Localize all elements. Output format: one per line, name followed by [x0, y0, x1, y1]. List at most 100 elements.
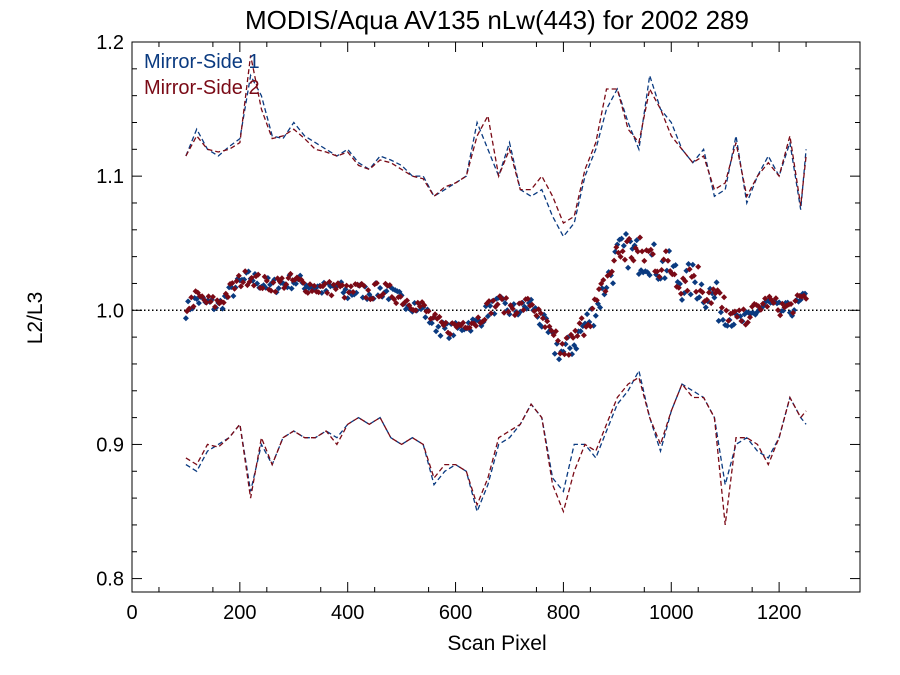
- series-2-point: [190, 303, 197, 310]
- series-2-point: [212, 303, 218, 310]
- series-1-point: [566, 345, 573, 352]
- series-2-point: [548, 327, 555, 334]
- series-2-point: [345, 289, 352, 296]
- series-2-point: [412, 307, 419, 314]
- series-1-upper-line: [185, 73, 807, 238]
- series-2-point: [285, 275, 292, 281]
- series-2-point: [473, 322, 479, 329]
- series-2-point: [261, 273, 268, 280]
- x-tick-label: 1200: [757, 602, 802, 624]
- series-2-point: [637, 234, 643, 241]
- series-2-point: [246, 278, 253, 285]
- series-1-point: [692, 279, 698, 286]
- series-2-point: [209, 293, 216, 300]
- series-2-point: [723, 307, 730, 314]
- series-2-point: [647, 246, 654, 253]
- series-2-point: [233, 278, 240, 285]
- series-2-point: [531, 308, 538, 315]
- series-2-point: [514, 309, 520, 316]
- series-2-point: [665, 257, 671, 264]
- series-2-point: [699, 289, 706, 296]
- series-2-point: [574, 333, 581, 339]
- series-2-point: [225, 294, 231, 300]
- series-2-point: [326, 278, 333, 285]
- series-2-point: [235, 272, 242, 279]
- series-2-point: [736, 307, 743, 314]
- series-2-point: [539, 315, 546, 322]
- series-2-point: [442, 319, 449, 326]
- series-2-point: [544, 318, 551, 325]
- series-2-point: [421, 302, 428, 309]
- series-2-point: [447, 331, 454, 338]
- series-2-point: [658, 267, 665, 273]
- series-2-point: [682, 278, 689, 285]
- series-1-point: [618, 235, 625, 242]
- series-2-point: [686, 266, 693, 273]
- series-2-point: [777, 312, 784, 319]
- series-2-point: [630, 257, 637, 264]
- series-2-point: [432, 311, 439, 318]
- series-1-point: [696, 294, 703, 301]
- series-2-point: [207, 298, 214, 305]
- series-1-point: [219, 305, 226, 312]
- series-2-point: [250, 282, 257, 289]
- series-2-point: [792, 297, 799, 304]
- series-2-point: [734, 313, 740, 320]
- series-1-point: [597, 304, 604, 311]
- series-2-point: [537, 310, 544, 317]
- series-2-point: [762, 295, 769, 302]
- series-2-point: [675, 284, 682, 291]
- series-2-point: [300, 279, 307, 286]
- series-1-point: [687, 291, 694, 298]
- series-2-point: [788, 301, 794, 307]
- series-2-point: [339, 282, 346, 289]
- series-2-point: [272, 288, 279, 295]
- series-2-point: [466, 324, 473, 331]
- series-2-point: [593, 297, 600, 304]
- series-2-point: [365, 287, 372, 294]
- x-tick-label: 200: [223, 602, 256, 624]
- series-2-point: [397, 293, 404, 300]
- series-2-point: [324, 289, 331, 296]
- series-1-point: [245, 268, 252, 275]
- series-2-point: [220, 299, 227, 306]
- series-1-point: [717, 309, 724, 316]
- series-1-point: [689, 261, 696, 268]
- chart-title: MODIS/Aqua AV135 nLw(443) for 2002 289: [245, 5, 749, 35]
- series-1-point: [195, 300, 202, 307]
- series-1-point: [584, 311, 591, 318]
- series-2-point: [576, 320, 583, 327]
- series-2-point: [660, 256, 667, 263]
- series-2-point: [557, 350, 564, 357]
- series-1-point: [685, 261, 692, 267]
- series-2-point: [589, 305, 596, 312]
- series-2-point: [486, 298, 492, 305]
- series-1-point: [711, 294, 718, 301]
- series-2-point: [621, 256, 628, 263]
- series-1-point: [435, 323, 442, 330]
- series-2-point: [498, 296, 505, 303]
- series-2-point: [695, 263, 702, 270]
- series-2-point: [186, 305, 193, 312]
- series-2-point: [311, 282, 318, 289]
- series-2-upper-line: [185, 55, 807, 225]
- series-2-point: [738, 318, 745, 324]
- series-2-point: [404, 297, 410, 304]
- series-2-point: [587, 323, 594, 330]
- series-2-point: [490, 297, 497, 304]
- series-2-point: [425, 308, 432, 315]
- series-2-point: [350, 289, 357, 295]
- series-1-point: [592, 312, 599, 319]
- x-tick-label: 800: [547, 602, 580, 624]
- x-axis-label: Scan Pixel: [447, 632, 546, 655]
- series-1-point: [551, 350, 558, 357]
- x-tick-label: 400: [331, 602, 364, 624]
- series-2-point: [205, 293, 212, 300]
- x-tick-label: 1000: [649, 602, 694, 624]
- series-2-point: [716, 289, 723, 296]
- series-2-point: [546, 323, 553, 330]
- series-1-point: [484, 313, 491, 320]
- y-tick-label: 0.8: [96, 569, 124, 591]
- series-2-point: [619, 248, 626, 255]
